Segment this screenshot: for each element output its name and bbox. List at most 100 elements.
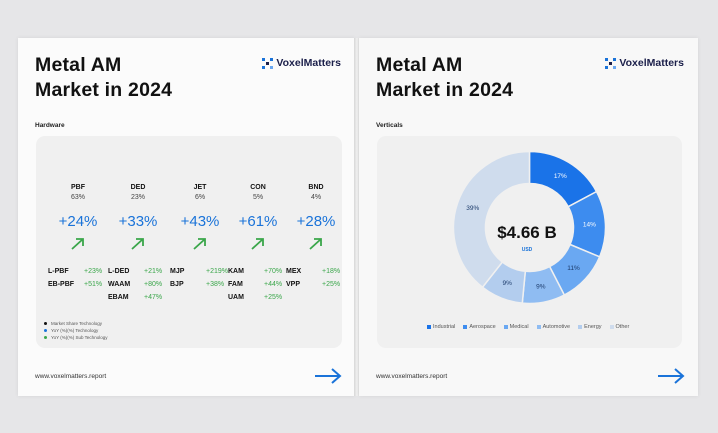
sub-technology-growth: +44% <box>264 281 283 288</box>
sub-technology-growth: +51% <box>84 281 103 288</box>
title-line-1: Metal AM <box>35 54 122 76</box>
trend-up-arrow-icon <box>309 238 322 250</box>
sub-technology-name: VPP <box>286 281 301 288</box>
sub-technology-growth: +23% <box>84 268 103 275</box>
sub-technology-name: MJP <box>170 268 185 275</box>
page-title: Metal AM Market in 2024 <box>376 53 513 103</box>
sub-technology-growth: +80% <box>144 281 163 288</box>
sub-technology-row: EB-PBF +51% <box>48 280 108 290</box>
technology-columns: PBF 63% +24% L-PBF +23% EB-PBF +51% DED 23% +33% L… <box>36 136 342 348</box>
market-share: 5% <box>252 194 264 201</box>
technology-name: BND <box>308 184 324 191</box>
page-title: Metal AM Market in 2024 <box>35 53 172 103</box>
sub-technology-name: L-PBF <box>48 268 69 275</box>
slice-label: 39% <box>466 205 479 212</box>
legend-item-automotive: Automotive <box>536 324 571 330</box>
sub-technology-row: UAM +25% <box>228 293 288 303</box>
book-fold <box>354 38 360 396</box>
legend-label: Automotive <box>542 324 571 330</box>
slice-label: 11% <box>567 265 580 272</box>
sub-technology-growth: +47% <box>144 294 163 301</box>
logo-text: VoxelMatters <box>276 57 341 69</box>
sub-technology-row: L-DED +21% <box>108 267 168 277</box>
sub-technology-name: KAM <box>228 268 244 275</box>
market-share: 6% <box>194 194 206 201</box>
growth-value: +24% <box>58 213 98 230</box>
market-share: 63% <box>70 194 85 201</box>
sub-technology-row: MJP +219% <box>170 267 230 277</box>
sub-technology-row: FAM +44% <box>228 280 288 290</box>
growth-value: +43% <box>180 213 220 230</box>
technology-name: JET <box>193 184 207 191</box>
legend-item-industrial: Industrial <box>427 324 455 330</box>
legend-item-other: Other <box>609 324 630 330</box>
legend-swatch <box>503 325 508 329</box>
legend-item: YoY (%)(%) Technology <box>44 328 98 333</box>
growth-value: +28% <box>296 213 336 230</box>
legend-label: Other <box>615 324 630 330</box>
footer-url[interactable]: www.voxelmatters.report <box>35 373 107 380</box>
title-line-1: Metal AM <box>376 54 463 76</box>
sub-technology-growth: +70% <box>264 268 283 275</box>
sub-technology-row: MEX +18% <box>286 267 346 277</box>
sub-technology-row: BJP +38% <box>170 280 230 290</box>
hardware-panel: PBF 63% +24% L-PBF +23% EB-PBF +51% DED 23% +33% L… <box>36 136 342 348</box>
sub-technology-name: UAM <box>228 294 244 301</box>
voxel-logo-icon <box>605 57 617 69</box>
sub-technology-growth: +25% <box>322 281 341 288</box>
technology-name: PBF <box>71 184 85 191</box>
donut-center-unit: USD <box>521 247 533 253</box>
sub-technology-name: EB-PBF <box>48 281 75 288</box>
sub-technology-growth: +38% <box>206 281 225 288</box>
sub-technology-growth: +25% <box>264 294 283 301</box>
slice-label: 14% <box>583 222 596 229</box>
sub-technology-name: EBAM <box>108 294 129 301</box>
slice-label: 17% <box>554 173 567 180</box>
sub-technology-name: MEX <box>286 268 302 275</box>
slice-label: 9% <box>536 283 546 290</box>
sub-technology-name: BJP <box>170 281 184 288</box>
sub-technology-growth: +18% <box>322 268 341 275</box>
legend-swatch <box>463 325 468 329</box>
voxelmatters-logo: VoxelMatters <box>605 57 684 69</box>
donut-center-value: $4.66 B <box>497 223 557 242</box>
right-page: Metal AM Market in 2024 VoxelMatters Ver… <box>359 38 698 396</box>
voxelmatters-logo: VoxelMatters <box>262 57 341 69</box>
sub-technology-row: L-PBF +23% <box>48 267 108 277</box>
donut-legend: Industrial Aerospace Medical Automotive Ener… <box>427 324 637 330</box>
slice-label: 9% <box>502 280 512 287</box>
sub-technology-growth: +21% <box>144 268 163 275</box>
trend-up-arrow-icon <box>251 238 264 250</box>
trend-up-arrow-icon <box>131 238 144 250</box>
legend-item: YoY (%)(%) Sub Technology <box>44 335 107 340</box>
next-arrow-icon[interactable] <box>314 368 342 384</box>
sub-technology-name: FAM <box>228 281 243 288</box>
legend-label: Industrial <box>433 324 456 330</box>
technology-name: DED <box>130 184 146 191</box>
footer-url[interactable]: www.voxelmatters.report <box>376 373 448 380</box>
sub-technology-growth: +219% <box>206 268 228 275</box>
legend-item-energy: Energy <box>578 324 602 330</box>
donut-slice-other <box>452 150 531 289</box>
sub-technology-name: WAAM <box>108 281 131 288</box>
sub-technology-row: EBAM +47% <box>108 293 168 303</box>
market-share: 23% <box>130 194 145 201</box>
legend-item-aerospace: Aerospace <box>463 324 496 330</box>
technology-name: CON <box>250 184 266 191</box>
sub-technology-row: KAM +70% <box>228 267 288 277</box>
legend-label: Energy <box>584 324 602 330</box>
market-share: 4% <box>310 194 322 201</box>
growth-value: +61% <box>238 213 278 230</box>
legend-item: Market Share Technology <box>44 321 102 326</box>
sub-technology-name: L-DED <box>108 268 130 275</box>
next-arrow-icon[interactable] <box>657 368 685 384</box>
title-line-2: Market in 2024 <box>376 79 514 101</box>
sub-technology-row: WAAM +80% <box>108 280 168 290</box>
title-line-2: Market in 2024 <box>35 79 173 101</box>
voxel-logo-icon <box>262 57 274 69</box>
section-label: Verticals <box>376 122 403 129</box>
legend-swatch <box>536 325 541 329</box>
left-page: Metal AM Market in 2024 VoxelMatters Har… <box>18 38 355 396</box>
legend-item-medical: Medical <box>503 324 529 330</box>
legend-swatch <box>609 325 614 329</box>
